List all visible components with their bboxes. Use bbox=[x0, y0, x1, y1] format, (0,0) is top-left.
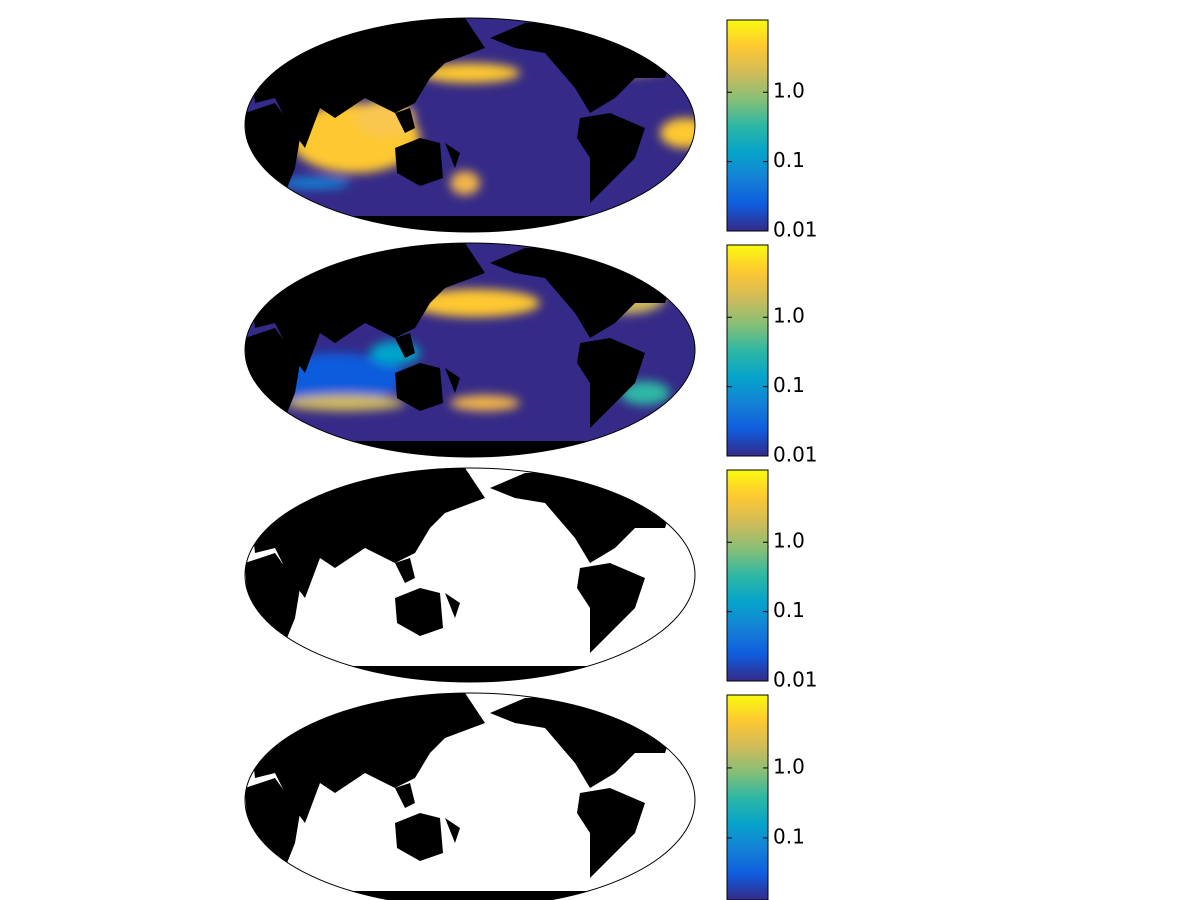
colorbar bbox=[726, 244, 769, 457]
map-outline bbox=[244, 242, 696, 458]
colorbar-tick-label: 1.0 bbox=[773, 754, 805, 778]
colorbar-tick-label: 0.01 bbox=[773, 218, 818, 242]
colorbar bbox=[726, 19, 769, 232]
colorbar-tick-label: 0.1 bbox=[773, 148, 805, 172]
map-panel bbox=[244, 692, 696, 900]
colorbar-tick-label: 1.0 bbox=[773, 529, 805, 553]
colorbar bbox=[726, 694, 769, 900]
colorbar-tick-label: 0.01 bbox=[773, 668, 818, 692]
map-panel bbox=[244, 467, 696, 683]
colorbar-tick-label: 1.0 bbox=[773, 79, 805, 103]
colorbar-tick-label: 0.1 bbox=[773, 598, 805, 622]
colorbar bbox=[726, 469, 769, 682]
map-outline bbox=[244, 17, 696, 233]
colorbar-tick-label: 0.1 bbox=[773, 373, 805, 397]
colorbar-tick-label: 0.01 bbox=[773, 443, 818, 467]
map-outline bbox=[244, 467, 696, 683]
colorbar-tick-label: 0.1 bbox=[773, 824, 805, 848]
map-panel bbox=[244, 17, 696, 233]
map-panel bbox=[244, 242, 696, 458]
map-outline bbox=[244, 692, 696, 900]
colorbar-tick-label: 1.0 bbox=[773, 304, 805, 328]
